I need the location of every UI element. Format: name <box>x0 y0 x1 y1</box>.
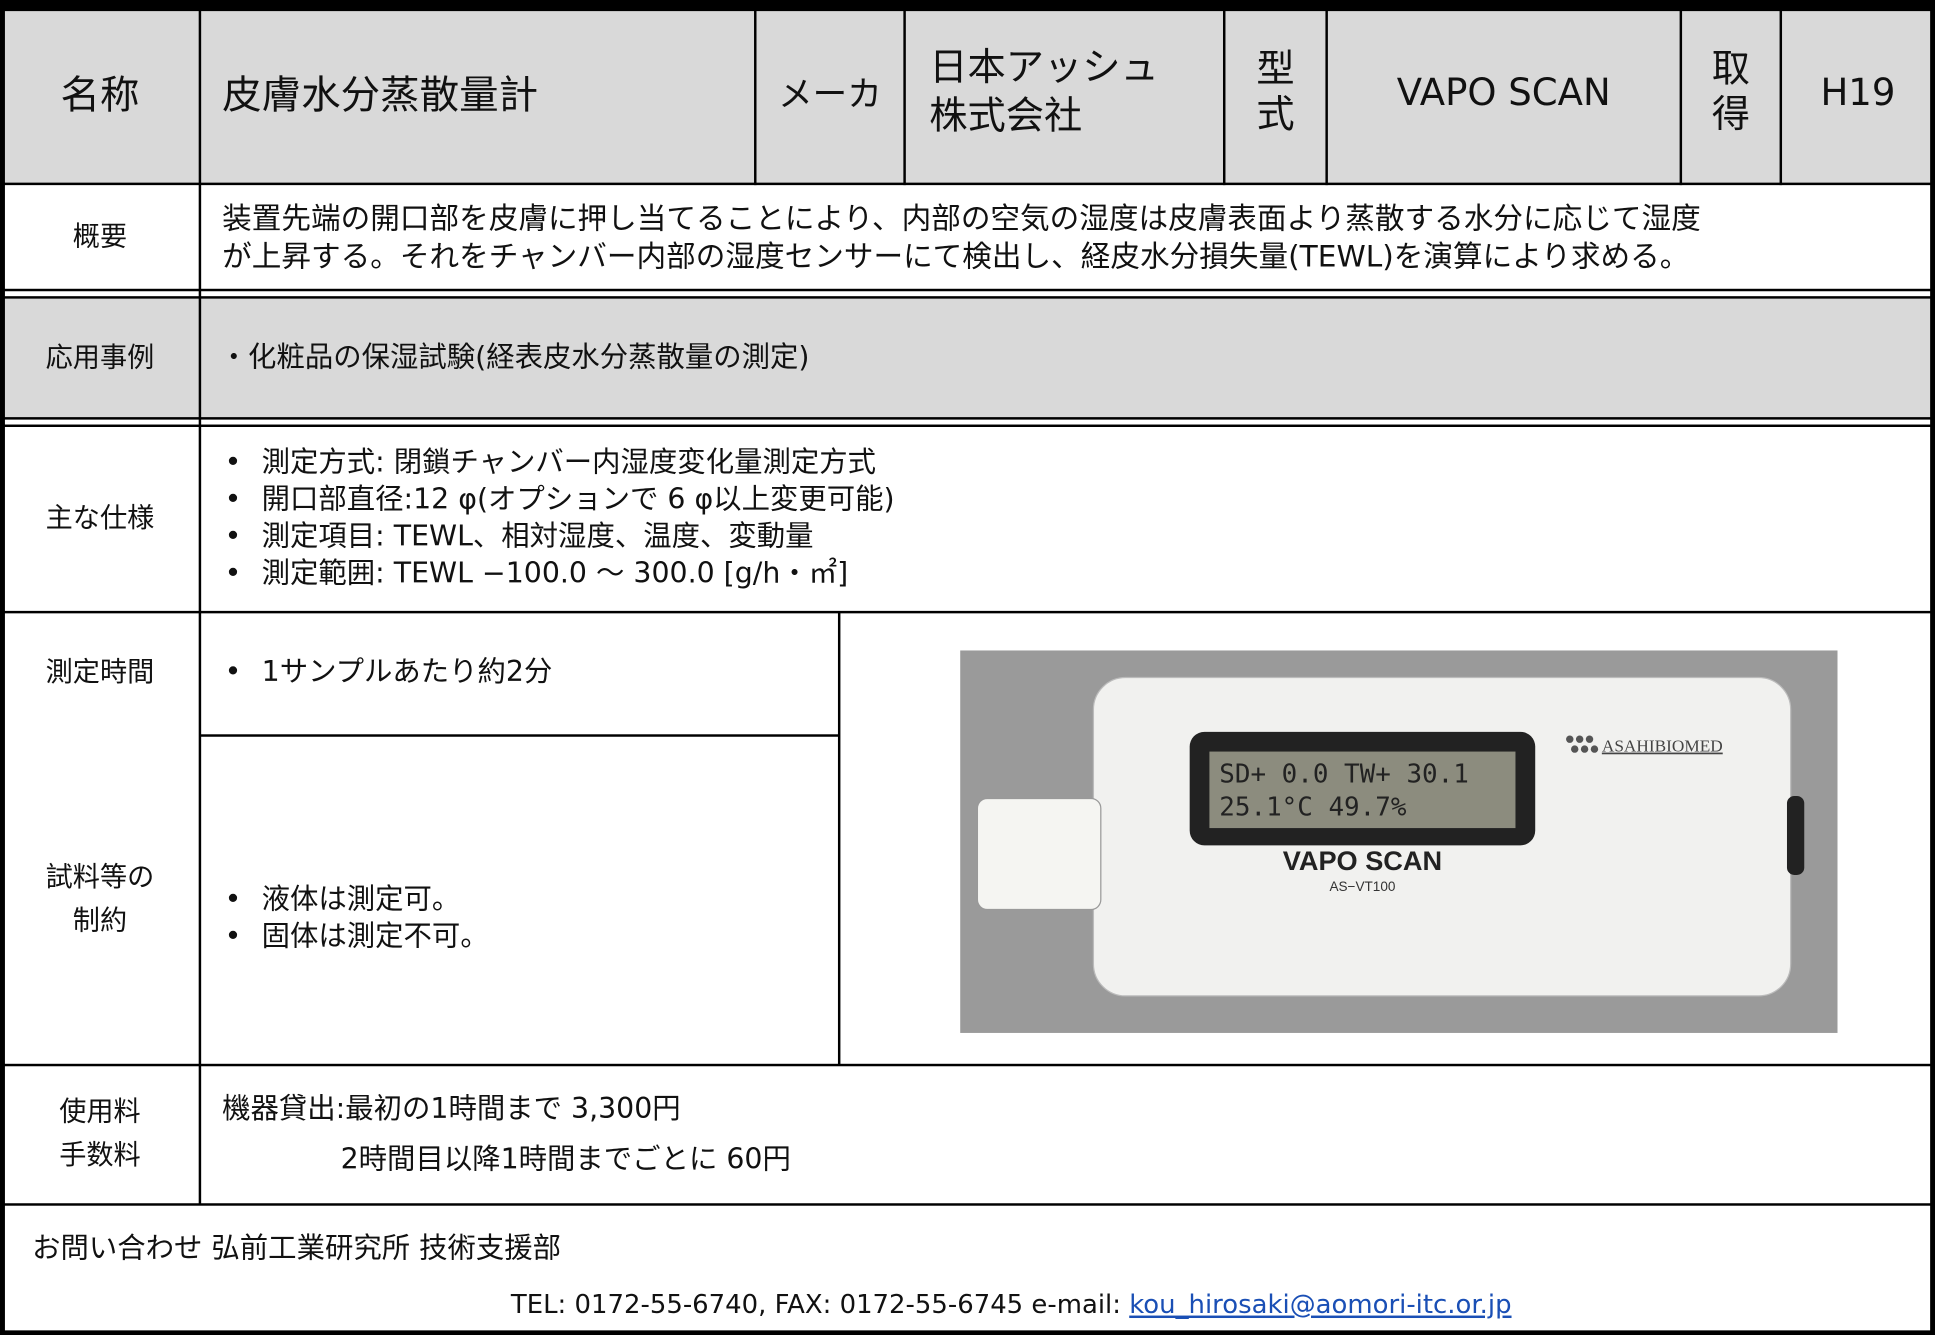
product-model: AS−VT100 <box>1329 879 1395 894</box>
device-photo: SD+ 0.0 TW+ 30.1 25.1°C 49.7% ASAHIBIOME… <box>960 650 1838 1033</box>
product-name: VAPO SCAN <box>1283 845 1442 876</box>
name: 皮膚水分蒸散量計 <box>199 0 756 186</box>
fee-label-line: 使用料 <box>59 1097 141 1129</box>
contact-line: TEL: 0172-55-6740, FAX: 0172-55-6745 e-m… <box>510 1289 1121 1320</box>
overview-line: が上昇する。それをチャンバー内部の湿度センサーにて検出し、経皮水分損失量(TEW… <box>222 239 1690 274</box>
brand: ASAHIBIOMED <box>1602 737 1723 756</box>
application-label: 応用事例 <box>0 298 200 420</box>
spec-item: 測定方式: 閉鎖チャンバー内湿度変化量測定方式 <box>225 446 895 483</box>
lcd-line: 25.1°C 49.7% <box>1219 793 1407 823</box>
measure-time: 1サンプルあたり約2分 <box>200 612 839 735</box>
spec-item: 開口部直径:12 φ(オプションで 6 φ以上変更可能) <box>225 483 895 520</box>
sample-item: 固体は測定不可。 <box>225 919 489 956</box>
acquired: H19 <box>1780 0 1935 186</box>
overview-text: 装置先端の開口部を皮膚に押し当てることにより、内部の空気の湿度は皮膚表面より蒸散… <box>200 185 1935 291</box>
fee-line: 機器貸出:最初の1時間まで 3,300円 <box>222 1093 681 1126</box>
acquired-label: 取得 <box>1680 0 1781 186</box>
specs: 測定方式: 閉鎖チャンバー内湿度変化量測定方式開口部直径:12 φ(オプションで… <box>200 427 1935 612</box>
spec-item: 測定範囲: TEWL −100.0 ～ 300.0 [g/h・㎡] <box>225 556 895 593</box>
email-link[interactable]: kou_hirosaki@aomori-itc.or.jp <box>1129 1289 1512 1320</box>
measure-time-item: 1サンプルあたり約2分 <box>225 655 553 692</box>
contact: お問い合わせ 弘前工業研究所 技術支援部 <box>0 1204 1935 1335</box>
acquired-label-char: 取 <box>1711 46 1750 92</box>
maker-line: 株式会社 <box>929 93 1083 139</box>
maker-label: メーカ <box>755 0 905 186</box>
sample-item: 液体は測定可。 <box>225 882 489 919</box>
sample-label: 試料等の 制約 <box>0 736 200 1066</box>
model-label: 型式 <box>1224 0 1327 186</box>
spec-item: 測定項目: TEWL、相対湿度、温度、変動量 <box>225 520 895 557</box>
acquired-label-char: 得 <box>1711 92 1750 137</box>
sample-label-line: 制約 <box>72 905 128 937</box>
model-label-char: 型 <box>1256 46 1295 92</box>
contact-tel: TEL: 0172-55-6740, FAX: 0172-55-6745 e-m… <box>511 1283 1512 1325</box>
fee-label: 使用料 手数料 <box>0 1065 200 1204</box>
model: VAPO SCAN <box>1326 0 1681 186</box>
overview-line: 装置先端の開口部を皮膚に押し当てることにより、内部の空気の湿度は皮膚表面より蒸散… <box>222 200 1701 236</box>
maker: 日本アッシュ 株式会社 <box>904 0 1225 186</box>
sample: 液体は測定可。固体は測定不可。 <box>200 736 839 1066</box>
overview-label: 概要 <box>72 222 128 253</box>
name-label: 名称 <box>0 0 200 186</box>
measure-time-label: 測定時間 <box>45 657 155 689</box>
fee-line: 2時間目以降1時間までごとに 60円 <box>340 1143 791 1176</box>
sample-label-line: 試料等の <box>45 863 155 894</box>
application-text: ・化粧品の保湿試験(経表皮水分蒸散量の測定) <box>199 298 1935 420</box>
specs-label: 主な仕様 <box>45 503 155 535</box>
lcd-line: SD+ 0.0 TW+ 30.1 <box>1219 759 1469 789</box>
model-label-char: 式 <box>1256 92 1295 137</box>
maker-line: 日本アッシュ <box>929 45 1159 91</box>
fee: 機器貸出:最初の1時間まで 3,300円 2時間目以降1時間までごとに 60円 <box>200 1065 1935 1204</box>
fee-label-line: 手数料 <box>59 1139 141 1171</box>
contact-line: お問い合わせ 弘前工業研究所 技術支援部 <box>32 1232 562 1265</box>
